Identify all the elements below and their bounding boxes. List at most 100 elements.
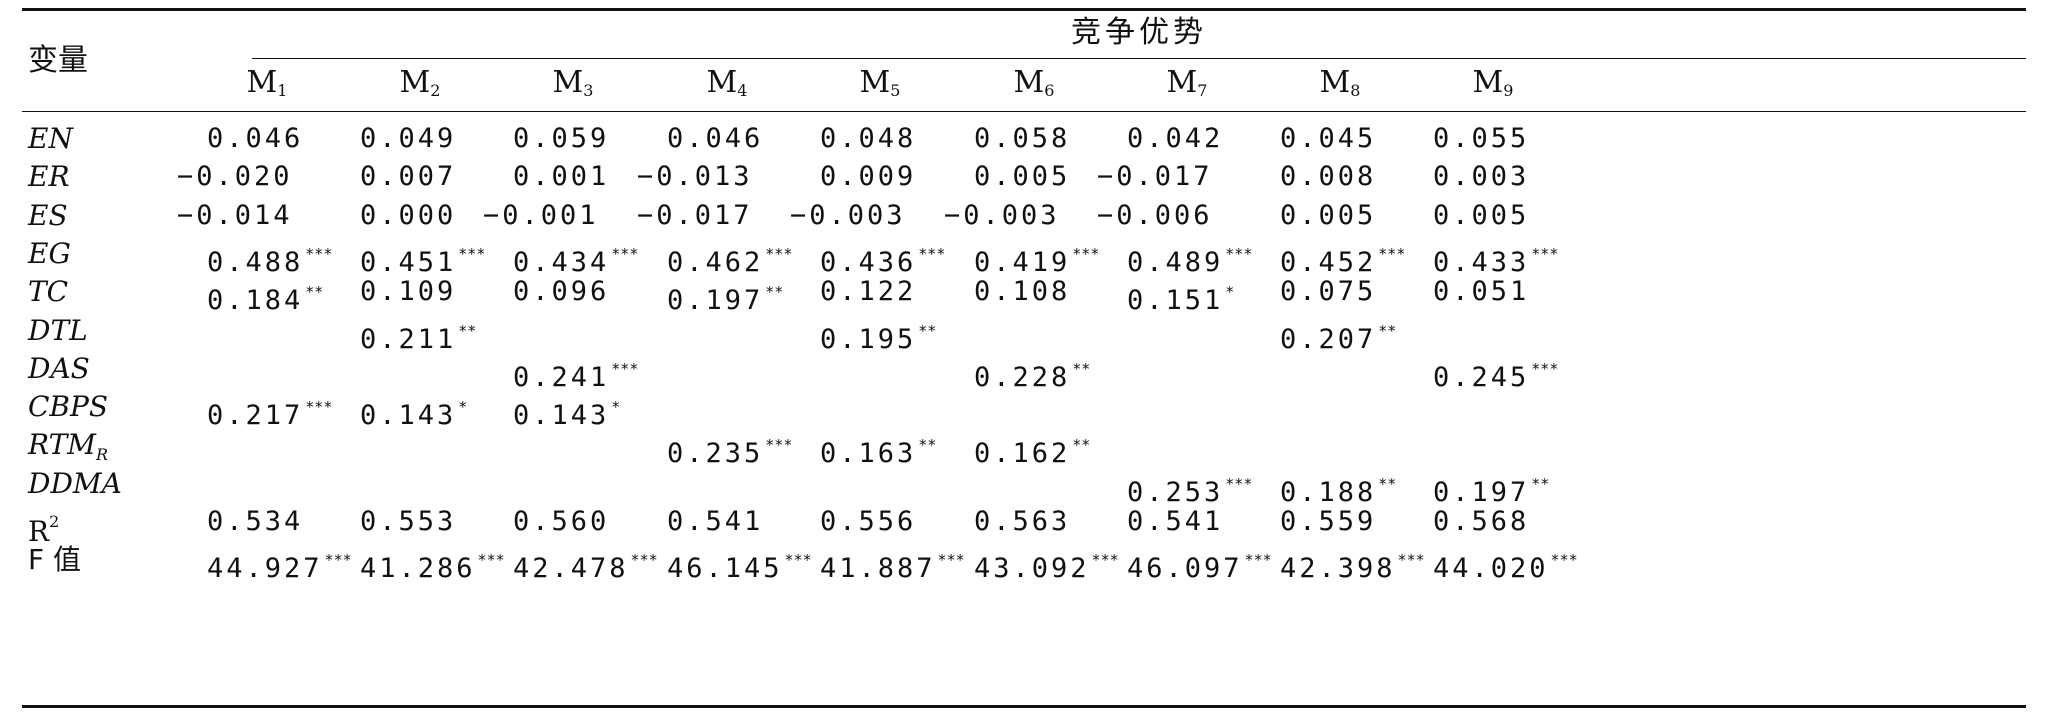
- cell-value: 0.553: [360, 506, 457, 537]
- row-label: DTL: [28, 314, 88, 348]
- cell-value: 0.045: [1280, 123, 1377, 154]
- cell-value: 0.184: [207, 285, 304, 317]
- cell-value: 0.560: [513, 506, 610, 537]
- row-label-text: CBPS: [28, 390, 109, 424]
- row-label: TC: [28, 275, 68, 309]
- table-cell: 46.145 ***: [667, 543, 812, 586]
- significance-stars: ***: [1225, 244, 1253, 263]
- model-header-6: M6: [974, 66, 1094, 108]
- table-cell: 0.235 ***: [667, 428, 792, 471]
- cell-value: 0.143: [513, 400, 610, 432]
- row-label: ES: [28, 199, 68, 233]
- cell-value: 41.887: [820, 553, 936, 585]
- cell-value: 0.197: [667, 285, 764, 317]
- model-header-subscript: 7: [1197, 81, 1208, 100]
- cell-value: 0.005: [974, 161, 1071, 193]
- table-cell: 0.096: [513, 275, 609, 309]
- model-header-subscript: 9: [1503, 81, 1514, 100]
- table-cell: 43.092 ***: [974, 543, 1119, 586]
- significance-stars: **: [765, 283, 784, 302]
- cell-value: 0.048: [820, 123, 917, 154]
- model-header-subscript: 5: [890, 81, 901, 100]
- significance-stars: ***: [611, 359, 639, 378]
- table-cell: 0.253 ***: [1127, 467, 1252, 510]
- significance-stars: ***: [305, 244, 333, 263]
- table-cell: 0.419 ***: [974, 237, 1099, 280]
- cell-value: 0.042: [1127, 123, 1224, 154]
- model-header-label: M: [552, 65, 584, 100]
- cell-value: −0.006: [1097, 199, 1213, 231]
- table-cell: 0.188 **: [1280, 467, 1396, 510]
- table-cell: −0.020: [177, 160, 293, 194]
- table-cell: 42.478 ***: [513, 543, 658, 586]
- cell-value: 0.436: [820, 246, 917, 278]
- cell-value: 0.075: [1280, 276, 1377, 308]
- cell-value: 0.534: [207, 506, 304, 537]
- cell-value: −0.020: [177, 161, 293, 193]
- row-label: DAS: [28, 352, 90, 386]
- table-cell: 41.286 ***: [360, 543, 505, 586]
- row-label-text: DAS: [28, 351, 90, 385]
- significance-stars: **: [305, 283, 324, 302]
- significance-stars: **: [458, 321, 477, 340]
- significance-stars: ***: [937, 551, 965, 570]
- table-bottom-rule: [22, 705, 2026, 708]
- row-label-text: EG: [28, 236, 71, 270]
- group-header-competitive-advantage: 竞争优势: [1071, 15, 1207, 50]
- cell-value: −0.013: [637, 161, 753, 193]
- cell-value: 44.927: [207, 553, 323, 585]
- significance-stars: ***: [611, 244, 639, 263]
- table-cell: 0.184 **: [207, 275, 323, 318]
- table-cell: 0.489 ***: [1127, 237, 1252, 280]
- table-cell: 42.398 ***: [1280, 543, 1425, 586]
- cell-value: −0.017: [637, 199, 753, 231]
- model-header-label: M: [246, 65, 278, 100]
- cell-value: 0.109: [360, 276, 457, 308]
- row-label-superscript: 2: [49, 512, 60, 531]
- significance-stars: ***: [918, 244, 946, 263]
- cell-value: 0.000: [360, 199, 457, 231]
- cell-value: 0.253: [1127, 476, 1224, 508]
- cell-value: 0.488: [207, 246, 304, 278]
- table-cell: 0.000: [360, 199, 456, 233]
- cell-value: −0.003: [944, 199, 1060, 231]
- row-label: ER: [28, 160, 70, 194]
- model-header-3: M3: [513, 66, 633, 108]
- table-cell: 0.462 ***: [667, 237, 792, 280]
- table-cell: 0.122: [820, 275, 916, 309]
- model-header-subscript: 1: [277, 81, 288, 100]
- cell-value: 0.462: [667, 246, 764, 278]
- cell-value: −0.001: [483, 199, 599, 231]
- cell-value: 0.434: [513, 246, 610, 278]
- cell-value: 0.452: [1280, 246, 1377, 278]
- row-label-text: RTM: [28, 428, 96, 462]
- row-label: R2: [28, 505, 59, 549]
- cell-value: 0.559: [1280, 506, 1377, 537]
- table-cell: −0.013: [637, 160, 753, 194]
- cell-value: 0.541: [1127, 506, 1224, 537]
- cell-value: 0.143: [360, 400, 457, 432]
- cell-value: 0.245: [1433, 361, 1530, 393]
- table-cell: −0.017: [637, 199, 753, 233]
- table-cell: 0.556: [820, 505, 916, 539]
- cell-value: 0.046: [667, 123, 764, 154]
- cell-value: 42.478: [513, 553, 629, 585]
- significance-stars: ***: [305, 398, 333, 417]
- cell-value: 46.097: [1127, 553, 1243, 585]
- significance-stars: ***: [324, 551, 352, 570]
- significance-stars: ***: [1091, 551, 1119, 570]
- significance-stars: ***: [1550, 551, 1578, 570]
- significance-stars: ***: [477, 551, 505, 570]
- table-cell: 0.005: [974, 160, 1070, 194]
- cell-value: 0.241: [513, 361, 610, 393]
- cell-value: 0.009: [820, 161, 917, 193]
- cell-value: 0.051: [1433, 276, 1530, 308]
- cell-value: 0.451: [360, 246, 457, 278]
- cell-value: 0.049: [360, 123, 457, 154]
- table-cell: 0.055: [1433, 122, 1529, 156]
- model-header-subscript: 6: [1044, 81, 1055, 100]
- table-cell: 0.109: [360, 275, 456, 309]
- cell-value: 0.096: [513, 276, 610, 308]
- table-cell: 0.005: [1280, 199, 1376, 233]
- table-cell: 0.075: [1280, 275, 1376, 309]
